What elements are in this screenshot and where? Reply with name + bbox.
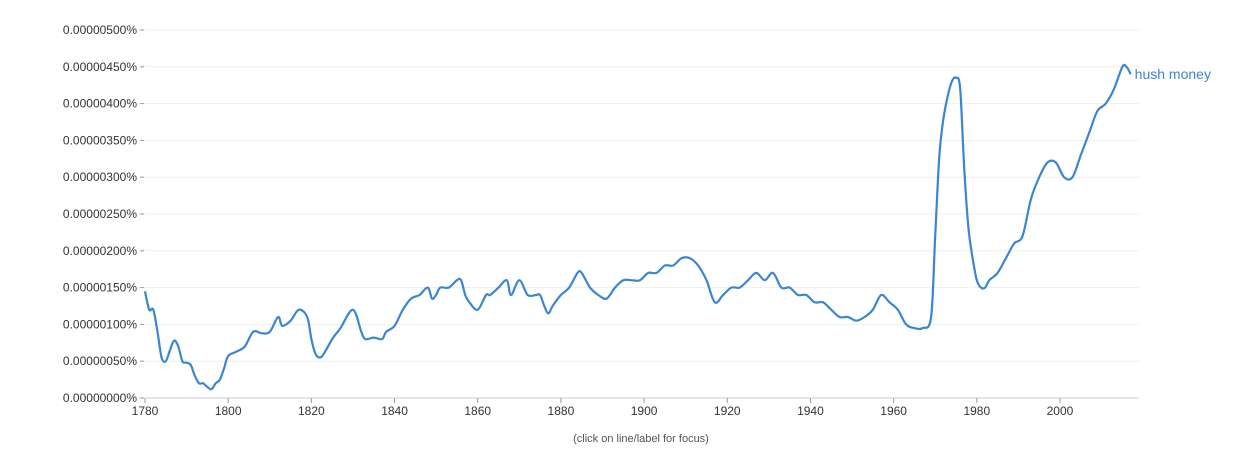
series-layer[interactable]: hush money (143, 63, 1211, 391)
x-tick-label: 1980 (963, 404, 990, 418)
x-tick-label: 1900 (631, 404, 658, 418)
y-tick-label: 0.00000150% (63, 281, 137, 295)
y-tick-label: 0.00000000% (63, 391, 137, 405)
y-tick-label: 0.00000200% (63, 244, 137, 258)
series-label-hush-money[interactable]: hush money (1135, 66, 1211, 82)
series-line-hush-money[interactable] (143, 63, 1132, 391)
x-tick-label: 1860 (464, 404, 491, 418)
x-tick-label: 1780 (132, 404, 159, 418)
x-tick-label: 1800 (215, 404, 242, 418)
y-tick-label: 0.00000250% (63, 207, 137, 221)
x-tick-label: 1820 (298, 404, 325, 418)
x-tick-label: 1840 (381, 404, 408, 418)
x-tick-label: 1920 (714, 404, 741, 418)
y-tick-label: 0.00000100% (63, 317, 137, 331)
x-tick-label: 1940 (797, 404, 824, 418)
y-tick-label: 0.00000300% (63, 170, 137, 184)
y-tick-label: 0.00000400% (63, 97, 137, 111)
grid (145, 29, 1139, 362)
y-tick-label: 0.00000500% (63, 23, 137, 37)
focus-hint: (click on line/label for focus) (573, 433, 709, 445)
y-tick-label: 0.00000350% (63, 133, 137, 147)
x-tick-label: 2000 (1047, 404, 1074, 418)
x-tick-label: 1960 (880, 404, 907, 418)
y-tick-label: 0.00000050% (63, 354, 137, 368)
x-axis: 1780 1800 1820 1840 1860 1880 1900 1920 1940 1960… (132, 397, 1139, 418)
y-tick-label: 0.00000450% (63, 60, 137, 74)
y-axis: 0.00000000% 0.00000050% 0.00000100% 0.00000… (63, 23, 144, 405)
x-tick-label: 1880 (548, 404, 575, 418)
